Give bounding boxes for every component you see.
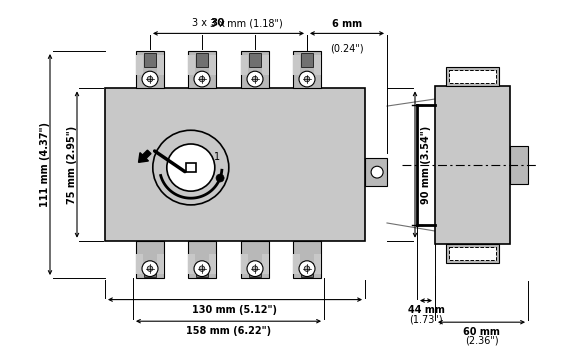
Bar [188,51,216,88]
Bar [301,263,313,277]
Bar [293,254,300,274]
Bar [249,53,261,67]
Text: 111 mm (4.37"): 111 mm (4.37") [40,122,50,207]
Bar [293,51,321,88]
Circle shape [299,261,315,277]
Text: 3 x: 3 x [211,19,229,29]
Text: 30: 30 [211,18,225,28]
Circle shape [252,76,258,82]
Circle shape [194,71,210,87]
Text: (2.36"): (2.36") [465,336,498,346]
Bar [144,53,156,67]
Circle shape [147,76,153,82]
Bar [157,254,164,274]
Bar [446,67,499,86]
Circle shape [371,166,383,178]
Bar [136,51,164,88]
Circle shape [199,266,205,271]
Text: (1.73"): (1.73") [409,314,443,324]
Bar [241,241,269,278]
Circle shape [199,76,205,82]
Bar [262,254,269,274]
Bar [249,263,261,277]
Text: 6 mm: 6 mm [332,19,362,29]
Bar [435,86,510,244]
Text: 44 mm: 44 mm [408,305,444,315]
Circle shape [147,266,153,271]
Bar [365,158,387,186]
Text: 60 mm: 60 mm [463,327,500,337]
Bar [241,51,269,88]
Bar [144,263,156,277]
Bar [446,244,499,263]
Bar [293,55,300,75]
Text: 1: 1 [214,152,220,162]
Circle shape [304,266,310,271]
Bar [301,53,313,67]
Bar [450,247,496,260]
Text: (0.24"): (0.24") [330,43,364,53]
Circle shape [216,174,224,182]
Text: 158 mm (6.22"): 158 mm (6.22") [186,326,271,336]
Circle shape [167,144,215,191]
Text: 75 mm (2.95"): 75 mm (2.95") [67,125,77,204]
Circle shape [142,261,158,277]
Bar [450,70,496,84]
FancyArrow shape [139,150,151,162]
Circle shape [304,76,310,82]
Circle shape [153,130,229,205]
Circle shape [142,71,158,87]
Bar [136,254,143,274]
Bar [186,163,196,172]
Bar [293,241,321,278]
Bar [241,254,248,274]
Text: 90 mm (3.54"): 90 mm (3.54") [421,125,431,204]
Bar [188,254,195,274]
Circle shape [247,261,263,277]
Bar [314,55,321,75]
Bar [196,53,208,67]
Bar [136,241,164,278]
Bar [209,254,216,274]
Circle shape [247,71,263,87]
Bar [262,55,269,75]
Bar [209,55,216,75]
Bar [510,146,528,184]
Bar [196,263,208,277]
Bar [314,254,321,274]
Bar [105,88,365,241]
Bar [136,55,143,75]
Text: 130 mm (5.12"): 130 mm (5.12") [193,305,277,314]
Circle shape [194,261,210,277]
Circle shape [299,71,315,87]
Bar [188,241,216,278]
Text: mm (1.18"): mm (1.18") [224,18,283,28]
Bar [241,55,248,75]
Text: 3 x: 3 x [193,18,211,28]
Bar [157,55,164,75]
Circle shape [252,266,258,271]
Bar [188,55,195,75]
